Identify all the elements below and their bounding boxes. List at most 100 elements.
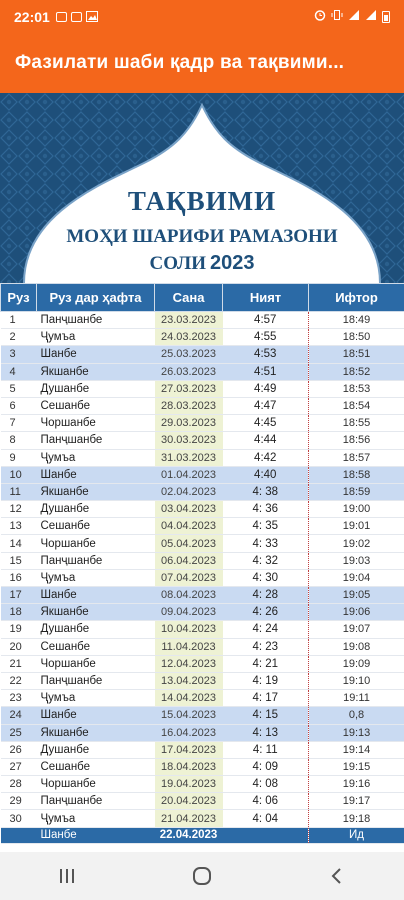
day-cell: 22 <box>0 672 37 691</box>
table-row: 14 Чоршанбе 05.04.2023 4: 33 19:02 <box>0 534 404 553</box>
home-button[interactable] <box>172 856 232 896</box>
niyat-cell: 4: 19 <box>222 672 309 691</box>
iftor-cell: 18:50 <box>308 328 404 347</box>
date-cell: 07.04.2023 <box>154 569 223 588</box>
niyat-cell: 4:57 <box>222 311 309 330</box>
weekday-cell: Якшанбе <box>36 724 155 742</box>
niyat-cell: 4:55 <box>222 328 309 347</box>
date-cell: 16.04.2023 <box>154 724 223 742</box>
weekday-cell: Душанбе <box>36 380 155 398</box>
table-row: 11 Якшанбе 02.04.2023 4: 38 18:59 <box>0 483 404 502</box>
table-row: 2 Ҷумъа 24.03.2023 4:55 18:50 <box>0 328 404 347</box>
column-header-day: Руз <box>0 283 37 312</box>
iftor-cell: 19:16 <box>308 775 404 794</box>
iftor-cell: 19:00 <box>308 500 404 519</box>
day-cell: 9 <box>0 449 37 467</box>
date-cell: 08.04.2023 <box>154 586 223 605</box>
day-cell: 28 <box>0 775 37 794</box>
app-bar: Фазилати шаби қадр ва тақвими... <box>0 33 404 93</box>
weekday-cell: Сешанбе <box>36 397 155 416</box>
weekday-cell: Сешанбе <box>36 517 155 536</box>
niyat-cell: 4: 24 <box>222 620 309 639</box>
table-row: 16 Ҷумъа 07.04.2023 4: 30 19:04 <box>0 569 404 588</box>
table-row: 20 Сешанбе 11.04.2023 4: 23 19:08 <box>0 638 404 656</box>
niyat-cell: 4: 33 <box>222 534 309 553</box>
niyat-cell: 4:51 <box>222 363 309 381</box>
niyat-cell: 4: 15 <box>222 706 309 725</box>
niyat-cell: 4: 17 <box>222 689 309 708</box>
date-cell: 19.04.2023 <box>154 775 223 794</box>
table-row: 28 Чоршанбе 19.04.2023 4: 08 19:16 <box>0 775 404 794</box>
niyat-cell: 4:42 <box>222 449 309 467</box>
table-row: 24 Шанбе 15.04.2023 4: 15 0,8 <box>0 706 404 725</box>
battery-icon <box>382 10 390 23</box>
niyat-cell: 4:44 <box>222 431 309 450</box>
iftor-cell: 0,8 <box>308 706 404 725</box>
iftor-cell: 19:05 <box>308 586 404 605</box>
table-row: 10 Шанбе 01.04.2023 4:40 18:58 <box>0 466 404 484</box>
iftor-cell: 19:07 <box>308 620 404 639</box>
niyat-cell: 4: 36 <box>222 500 309 519</box>
iftor-cell: 19:11 <box>308 689 404 708</box>
weekday-cell: Душанбе <box>36 500 155 519</box>
table-row: 18 Якшанбе 09.04.2023 4: 26 19:06 <box>0 603 404 622</box>
day-cell: 15 <box>0 552 37 570</box>
date-cell: 23.03.2023 <box>154 311 223 330</box>
date-cell: 10.04.2023 <box>154 620 223 639</box>
status-bar: 22:01 <box>0 0 404 33</box>
iftor-cell: Ид <box>308 827 404 844</box>
date-cell: 25.03.2023 <box>154 345 223 364</box>
date-cell: 29.03.2023 <box>154 414 223 433</box>
table-row: 30 Ҷумъа 21.04.2023 4: 04 19:18 <box>0 809 404 828</box>
weekday-cell: Шанбе <box>36 466 155 484</box>
day-cell: 4 <box>0 363 37 381</box>
date-cell: 20.04.2023 <box>154 792 223 811</box>
date-cell: 28.03.2023 <box>154 397 223 416</box>
niyat-cell: 4: 38 <box>222 483 309 502</box>
date-cell: 03.04.2023 <box>154 500 223 519</box>
recent-apps-button[interactable] <box>37 856 97 896</box>
table-row: 8 Панҷшанбе 30.03.2023 4:44 18:56 <box>0 431 404 450</box>
home-icon <box>192 867 211 885</box>
date-cell: 26.03.2023 <box>154 363 223 381</box>
table-row: 5 Душанбе 27.03.2023 4:49 18:53 <box>0 380 404 398</box>
day-cell: 11 <box>0 483 37 502</box>
table-row: 12 Душанбе 03.04.2023 4: 36 19:00 <box>0 500 404 519</box>
date-cell: 05.04.2023 <box>154 534 223 553</box>
year-value: 2023 <box>210 252 255 274</box>
status-right-icons <box>314 9 390 24</box>
vibrate-icon <box>331 9 343 24</box>
iftor-cell: 18:49 <box>308 311 404 330</box>
table-row: 13 Сешанбе 04.04.2023 4: 35 19:01 <box>0 517 404 536</box>
iftor-cell: 19:08 <box>308 638 404 656</box>
date-cell: 31.03.2023 <box>154 449 223 467</box>
header-ornament <box>0 93 404 283</box>
niyat-cell: 4:45 <box>222 414 309 433</box>
weekday-cell: Панҷшанбе <box>36 792 155 811</box>
niyat-cell: 4: 21 <box>222 655 309 673</box>
date-cell: 24.03.2023 <box>154 328 223 347</box>
weekday-cell: Якшанбе <box>36 603 155 622</box>
day-cell: 25 <box>0 724 37 742</box>
date-cell: 09.04.2023 <box>154 603 223 622</box>
ornament-arch-icon <box>0 93 404 283</box>
table-row: 9 Ҷумъа 31.03.2023 4:42 18:57 <box>0 449 404 467</box>
niyat-cell: 4: 32 <box>222 552 309 570</box>
day-cell: 21 <box>0 655 37 673</box>
iftor-cell: 18:58 <box>308 466 404 484</box>
date-cell: 11.04.2023 <box>154 638 223 656</box>
table-row: 7 Чоршанбе 29.03.2023 4:45 18:55 <box>0 414 404 433</box>
table-row: 6 Сешанбе 28.03.2023 4:47 18:54 <box>0 397 404 416</box>
niyat-cell: 4: 23 <box>222 638 309 656</box>
back-button[interactable] <box>307 856 367 896</box>
weekday-cell: Чоршанбе <box>36 655 155 673</box>
iftor-cell: 18:53 <box>308 380 404 398</box>
niyat-cell: 4:49 <box>222 380 309 398</box>
date-cell: 14.04.2023 <box>154 689 223 708</box>
table-row: 3 Шанбе 25.03.2023 4:53 18:51 <box>0 345 404 364</box>
weekday-cell: Шанбе <box>36 827 155 844</box>
table-row: 25 Якшанбе 16.04.2023 4: 13 19:13 <box>0 724 404 742</box>
weekday-cell: Ҷумъа <box>36 569 155 588</box>
weekday-cell: Якшанбе <box>36 363 155 381</box>
date-cell: 15.04.2023 <box>154 706 223 725</box>
